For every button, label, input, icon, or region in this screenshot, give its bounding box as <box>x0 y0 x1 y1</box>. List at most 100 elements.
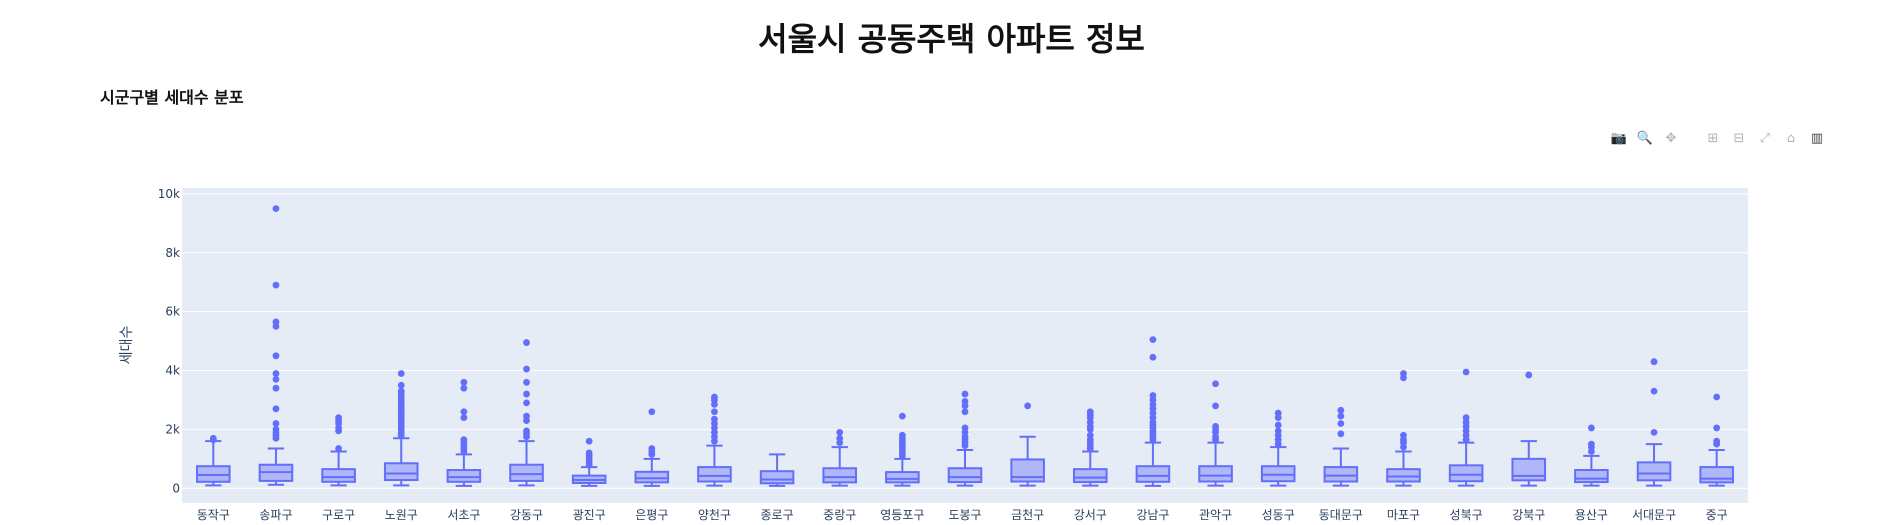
outlier-point[interactable] <box>460 378 468 386</box>
outlier-point[interactable] <box>272 281 280 289</box>
outlier-point[interactable] <box>585 449 593 457</box>
box-마포구[interactable] <box>1386 370 1421 487</box>
outlier-point[interactable] <box>648 445 656 452</box>
outlier-point[interactable] <box>1149 353 1157 361</box>
pan-icon[interactable]: ✥ <box>1665 130 1677 146</box>
box-종로구[interactable] <box>759 453 795 487</box>
outlier-point[interactable] <box>523 378 530 386</box>
outlier-point[interactable] <box>1337 406 1345 414</box>
plotly-logo-icon[interactable]: ▥ <box>1810 130 1824 146</box>
outlier-point[interactable] <box>1525 371 1533 379</box>
outlier-point[interactable] <box>1588 424 1595 432</box>
outlier-point[interactable] <box>711 393 718 401</box>
box-중랑구[interactable] <box>822 428 858 487</box>
outlier-point[interactable] <box>961 424 969 432</box>
outlier-point[interactable] <box>272 205 280 213</box>
outlier-point[interactable] <box>1650 428 1658 436</box>
box-성북구[interactable] <box>1448 368 1484 487</box>
outlier-point[interactable] <box>711 415 718 423</box>
outlier-point[interactable] <box>585 437 593 445</box>
outlier-point[interactable] <box>961 408 969 416</box>
outlier-point[interactable] <box>460 408 468 416</box>
outlier-point[interactable] <box>397 387 405 395</box>
outlier-point[interactable] <box>1149 392 1157 399</box>
outlier-point[interactable] <box>1274 409 1282 417</box>
box-송파구[interactable] <box>258 205 294 486</box>
outlier-point[interactable] <box>1274 427 1282 435</box>
box-양천구[interactable] <box>697 393 732 487</box>
outlier-point[interactable] <box>523 399 530 407</box>
outlier-point[interactable] <box>209 434 217 442</box>
outlier-point[interactable] <box>1337 430 1345 438</box>
outlier-point[interactable] <box>1212 402 1219 410</box>
box-강북구[interactable] <box>1511 371 1547 487</box>
outlier-point[interactable] <box>335 445 342 452</box>
outlier-point[interactable] <box>272 426 280 433</box>
outlier-point[interactable] <box>272 384 280 392</box>
outlier-point[interactable] <box>523 365 530 373</box>
box-광진구[interactable] <box>571 437 607 487</box>
outlier-point[interactable] <box>1149 336 1157 344</box>
outlier-point[interactable] <box>272 352 280 360</box>
home-icon[interactable]: ⌂ <box>1786 130 1796 146</box>
camera-icon[interactable]: 📷 <box>1610 130 1628 146</box>
outlier-point[interactable] <box>1650 387 1658 395</box>
outlier-point[interactable] <box>272 318 280 326</box>
box-금천구[interactable] <box>1010 402 1045 487</box>
box-강남구[interactable] <box>1135 336 1171 487</box>
outlier-point[interactable] <box>1337 412 1345 420</box>
outlier-point[interactable] <box>523 427 530 435</box>
outlier-point[interactable] <box>961 398 969 405</box>
outlier-point[interactable] <box>1212 380 1219 388</box>
box-은평구[interactable] <box>634 408 670 487</box>
box-용산구[interactable] <box>1574 424 1609 487</box>
outlier-point[interactable] <box>397 381 405 389</box>
outlier-point[interactable] <box>898 431 906 439</box>
outlier-point[interactable] <box>460 414 468 422</box>
outlier-point[interactable] <box>335 414 342 422</box>
outlier-point[interactable] <box>1400 431 1407 439</box>
outlier-point[interactable] <box>460 436 468 444</box>
box-동대문구[interactable] <box>1323 406 1359 487</box>
outlier-point[interactable] <box>523 339 530 346</box>
outlier-point[interactable] <box>397 370 405 377</box>
outlier-point[interactable] <box>836 428 844 436</box>
box-중구[interactable] <box>1699 393 1734 487</box>
box-성동구[interactable] <box>1260 409 1296 487</box>
outlier-point[interactable] <box>1713 437 1721 445</box>
outlier-point[interactable] <box>648 408 656 416</box>
outlier-point[interactable] <box>1713 393 1721 401</box>
outlier-point[interactable] <box>272 375 280 383</box>
outlier-point[interactable] <box>1588 440 1595 448</box>
outlier-point[interactable] <box>1713 424 1721 432</box>
box-도봉구[interactable] <box>947 390 983 487</box>
autoscale-icon[interactable]: ⤢ <box>1759 130 1771 146</box>
outlier-point[interactable] <box>1274 421 1282 429</box>
box-관악구[interactable] <box>1198 380 1233 487</box>
box-서대문구[interactable] <box>1636 358 1672 487</box>
outlier-point[interactable] <box>711 408 718 416</box>
outlier-point[interactable] <box>523 412 530 420</box>
outlier-point[interactable] <box>961 390 969 398</box>
outlier-point[interactable] <box>1462 414 1470 422</box>
zoom-out-icon[interactable]: ⊟ <box>1733 130 1745 146</box>
outlier-point[interactable] <box>1650 358 1658 366</box>
outlier-point[interactable] <box>523 390 530 398</box>
outlier-point[interactable] <box>1086 408 1094 416</box>
outlier-point[interactable] <box>272 370 280 377</box>
box-동작구[interactable] <box>196 434 231 487</box>
outlier-point[interactable] <box>1212 423 1219 430</box>
zoom-in-icon[interactable]: ⊞ <box>1707 130 1719 146</box>
outlier-point[interactable] <box>460 384 468 392</box>
outlier-point[interactable] <box>272 405 280 413</box>
outlier-point[interactable] <box>272 420 280 427</box>
box-강동구[interactable] <box>509 339 544 487</box>
outlier-point[interactable] <box>898 412 906 420</box>
outlier-point[interactable] <box>1462 368 1470 376</box>
zoom-icon[interactable]: 🔍 <box>1636 130 1654 146</box>
outlier-point[interactable] <box>1400 370 1407 377</box>
box-구로구[interactable] <box>321 414 356 487</box>
box-강서구[interactable] <box>1072 408 1108 487</box>
box-서초구[interactable] <box>446 378 482 487</box>
outlier-point[interactable] <box>836 434 844 442</box>
